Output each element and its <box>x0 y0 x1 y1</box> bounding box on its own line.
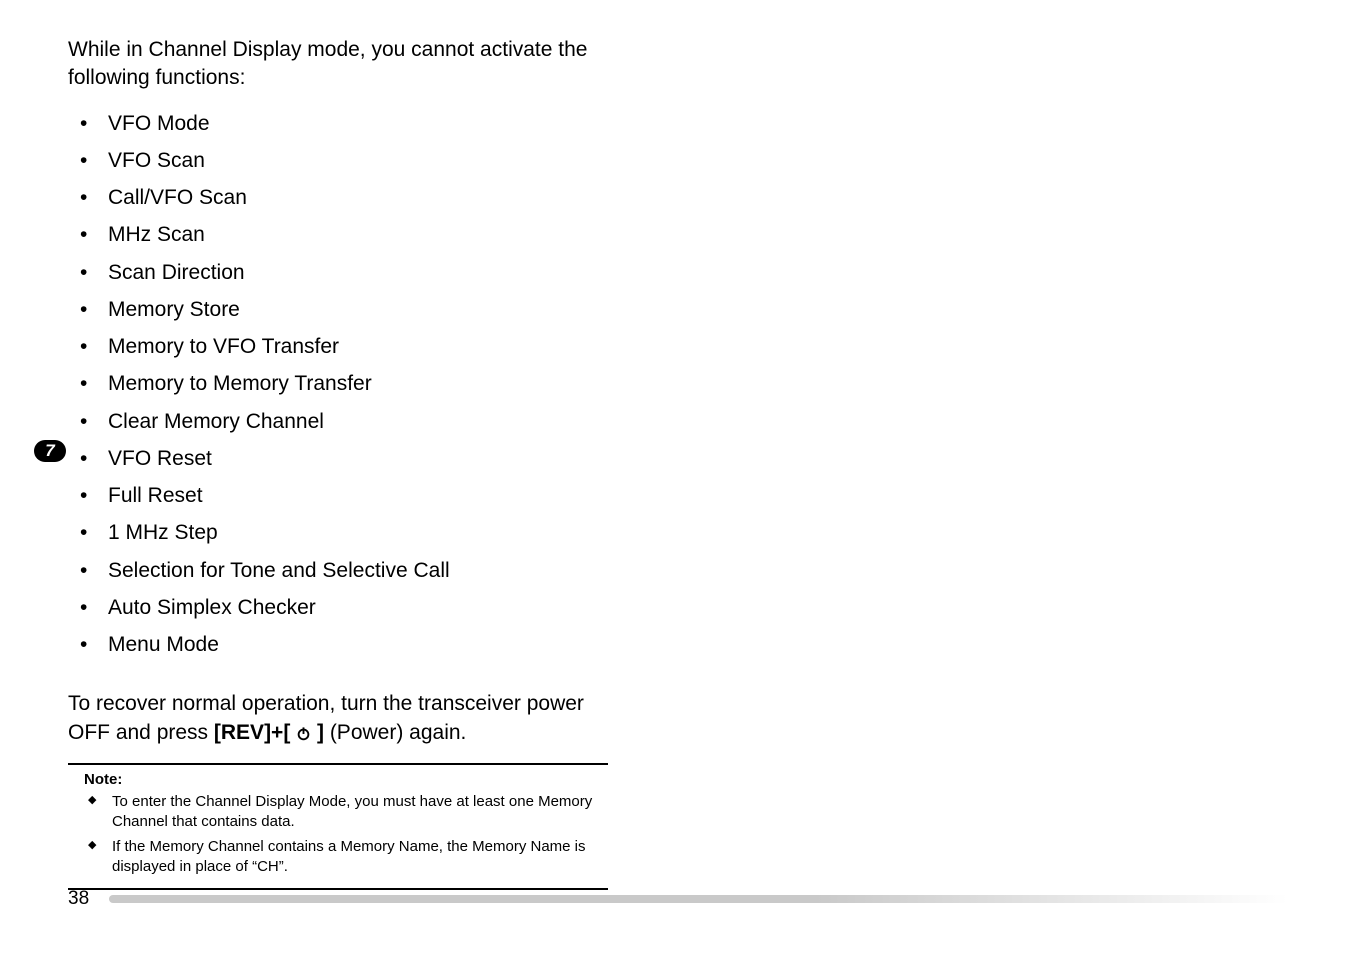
function-list: VFO Mode VFO Scan Call/VFO Scan MHz Scan Sca… <box>80 111 608 659</box>
note-list: To enter the Channel Display Mode, you m… <box>88 792 608 876</box>
function-list-item: Memory Store <box>80 297 608 323</box>
manual-page: 7 While in Channel Display mode, you can… <box>0 0 1352 954</box>
page-number: 38 <box>68 888 89 910</box>
note-list-item: To enter the Channel Display Mode, you m… <box>88 792 608 831</box>
note-title: Note: <box>68 771 608 788</box>
function-list-item: MHz Scan <box>80 222 608 248</box>
note-box: Note: To enter the Channel Display Mode,… <box>68 763 608 890</box>
function-list-item: Call/VFO Scan <box>80 185 608 211</box>
recover-suffix: (Power) again. <box>324 721 466 744</box>
function-list-item: Full Reset <box>80 483 608 509</box>
recover-key-close: ] <box>311 721 324 744</box>
function-list-item: 1 MHz Step <box>80 520 608 546</box>
function-list-item: Clear Memory Channel <box>80 409 608 435</box>
page-footer: 38 <box>68 888 1288 910</box>
power-icon <box>296 721 311 749</box>
content-column: While in Channel Display mode, you canno… <box>68 36 608 890</box>
function-list-item: Memory to Memory Transfer <box>80 371 608 397</box>
intro-paragraph: While in Channel Display mode, you canno… <box>68 36 608 93</box>
function-list-item: Menu Mode <box>80 632 608 658</box>
function-list-item: Memory to VFO Transfer <box>80 334 608 360</box>
function-list-item: Auto Simplex Checker <box>80 595 608 621</box>
recover-key-open: [REV]+[ <box>214 721 296 744</box>
section-tab-number: 7 <box>45 441 54 461</box>
section-tab: 7 <box>34 440 66 462</box>
function-list-item: Scan Direction <box>80 260 608 286</box>
footer-line <box>109 895 1288 903</box>
recover-paragraph: To recover normal operation, turn the tr… <box>68 690 608 749</box>
function-list-item: VFO Scan <box>80 148 608 174</box>
function-list-item: VFO Mode <box>80 111 608 137</box>
function-list-item: Selection for Tone and Selective Call <box>80 558 608 584</box>
note-list-item: If the Memory Channel contains a Memory … <box>88 837 608 876</box>
function-list-item: VFO Reset <box>80 446 608 472</box>
